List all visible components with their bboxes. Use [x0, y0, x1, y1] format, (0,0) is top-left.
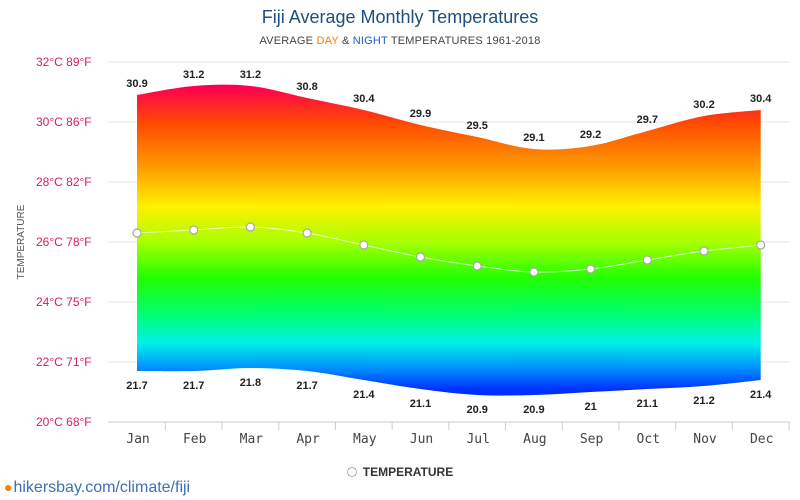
x-axis: Jan Feb Mar Apr May Jun Jul Aug Sep Oct Nov Dec: [126, 422, 790, 447]
x-tick-label: Mar: [240, 432, 264, 447]
x-tick-label: Jan: [126, 432, 149, 447]
night-value-label: 20.9: [523, 404, 544, 416]
night-value-label: 21.7: [183, 380, 204, 392]
day-value-label: 29.9: [410, 108, 431, 120]
subtitle-suffix: TEMPERATURES 1961-2018: [387, 35, 541, 47]
temperature-point: [642, 255, 652, 265]
x-tick-label: Nov: [693, 432, 717, 447]
y-tick-label: 26°C 78°F: [36, 235, 92, 249]
y-tick-label: 24°C 75°F: [36, 295, 92, 309]
y-axis-label: TEMPERATURE: [16, 204, 27, 279]
legend: TEMPERATURE: [0, 465, 800, 479]
x-tick-label: Apr: [296, 432, 320, 447]
x-tick-label: Aug: [523, 432, 546, 447]
subtitle-prefix: AVERAGE: [259, 35, 317, 47]
source-link[interactable]: ●hikersbay.com/climate/fiji: [4, 479, 190, 497]
day-night-band: [137, 84, 761, 396]
y-axis: 20°C 68°F 22°C 71°F 24°C 75°F 26°C 78°F 28°C…: [36, 55, 92, 429]
temperature-point: [585, 264, 596, 274]
day-value-label: 30.2: [693, 99, 714, 111]
temperature-point: [699, 246, 709, 256]
day-value-label: 31.2: [183, 69, 204, 81]
night-value-label: 21.4: [353, 389, 375, 401]
day-value-label: 30.4: [353, 93, 375, 105]
subtitle-night: NIGHT: [352, 35, 388, 47]
temperature-point: [472, 261, 482, 271]
y-tick-label: 32°C 89°F: [36, 55, 92, 69]
x-tick-label: Sep: [580, 432, 604, 447]
night-value-label: 21.1: [637, 398, 658, 410]
x-tick-label: Jun: [410, 432, 433, 447]
legend-circle-icon: [346, 467, 357, 477]
legend-label: TEMPERATURE: [362, 465, 454, 479]
night-value-label: 21.7: [126, 380, 147, 392]
day-value-label: 30.4: [750, 93, 772, 105]
y-tick-label: 22°C 71°F: [36, 355, 92, 369]
night-value-label: 20.9: [466, 404, 487, 416]
source-text: hikersbay.com/climate/fiji: [13, 479, 191, 496]
night-value-label: 21.1: [410, 398, 431, 410]
day-value-label: 29.7: [637, 114, 658, 126]
subtitle-amp: &: [338, 35, 353, 47]
day-value-label: 30.9: [126, 78, 147, 90]
temperature-point: [529, 267, 539, 277]
temperature-point: [132, 228, 142, 238]
temperature-points: [132, 222, 766, 277]
night-value-label: 21.7: [296, 380, 317, 392]
temperature-point: [245, 222, 255, 232]
chart-title: Fiji Average Monthly Temperatures: [261, 7, 539, 27]
temperature-point: [302, 228, 312, 238]
y-tick-label: 28°C 82°F: [36, 175, 92, 189]
night-value-labels: 21.7 21.7 21.8 21.7 21.4 21.1 20.9 20.9 21 21.1 21…: [126, 377, 772, 416]
night-value-label: 21.8: [240, 377, 261, 389]
temperature-line: [136, 226, 761, 273]
day-value-label: 30.8: [296, 81, 317, 93]
day-value-label: 29.2: [580, 129, 601, 141]
subtitle-day: DAY: [316, 35, 339, 47]
day-value-label: 29.1: [523, 132, 544, 144]
day-value-labels: 30.9 31.2 31.2 30.8 30.4 29.9 29.5 29.1 29.2 29.7…: [126, 69, 772, 144]
location-pin-icon: ●: [4, 479, 13, 495]
night-value-label: 21: [584, 401, 596, 413]
night-value-label: 21.2: [693, 395, 714, 407]
night-value-label: 21.4: [750, 389, 772, 401]
temperature-point: [359, 240, 369, 250]
temperature-point: [415, 252, 426, 262]
day-value-label: 29.5: [466, 120, 487, 132]
chart-subtitle: AVERAGE DAY & NIGHT TEMPERATURES 1961-20…: [0, 35, 800, 47]
temperature-point: [189, 225, 199, 235]
y-tick-label: 30°C 86°F: [36, 115, 92, 129]
x-tick-label: May: [353, 432, 377, 447]
x-tick-label: Jul: [466, 432, 489, 447]
day-value-label: 31.2: [240, 69, 261, 81]
x-tick-label: Feb: [183, 432, 207, 447]
x-tick-label: Dec: [750, 432, 773, 447]
temperature-point: [756, 240, 766, 250]
y-tick-label: 20°C 68°F: [36, 415, 92, 429]
x-tick-label: Oct: [637, 432, 660, 447]
